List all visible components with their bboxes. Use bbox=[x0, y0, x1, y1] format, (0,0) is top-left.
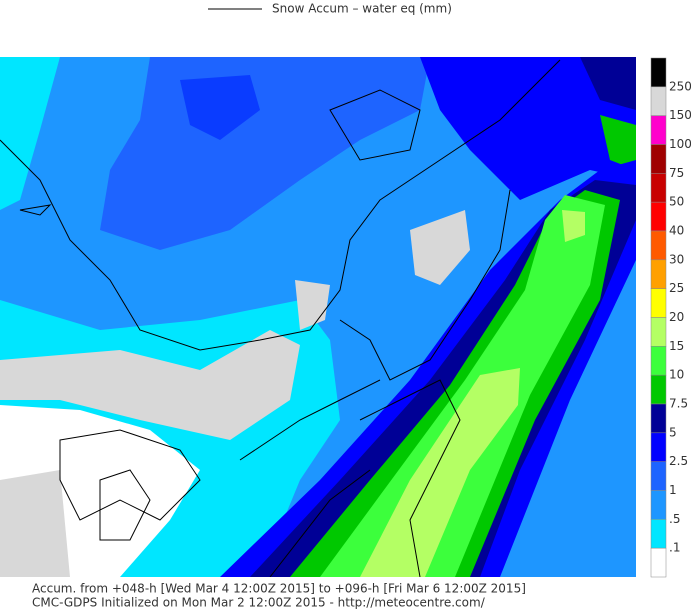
color-swatch bbox=[650, 115, 667, 145]
colorbar-label: 1 bbox=[669, 483, 677, 497]
colorbar-label: .1 bbox=[669, 541, 680, 555]
colorbar-label: 10 bbox=[669, 368, 684, 382]
colorbar-label: 2.5 bbox=[669, 454, 688, 468]
map bbox=[0, 57, 636, 577]
color-swatch bbox=[650, 86, 667, 116]
map-band bbox=[360, 368, 520, 577]
colorbar-label: 25 bbox=[669, 281, 684, 295]
map-band bbox=[320, 195, 605, 577]
map-region bbox=[0, 470, 70, 577]
color-swatch bbox=[650, 230, 667, 261]
color-swatch bbox=[650, 490, 667, 520]
color-swatch bbox=[650, 173, 667, 203]
colorbar-label: 7.5 bbox=[669, 397, 688, 411]
title: Snow Accum – water eq (mm) bbox=[272, 2, 452, 16]
color-swatch bbox=[650, 519, 667, 549]
color-swatch bbox=[650, 461, 667, 491]
colorbar: 250 150 100 75 50 40 30 25 20 15 10 7.5 5 2.5 1 .5 .1 bbox=[650, 57, 691, 578]
color-swatch bbox=[650, 547, 667, 578]
map-region bbox=[0, 330, 300, 440]
map-region bbox=[410, 210, 470, 285]
map-region bbox=[100, 57, 430, 250]
colorbar-label: 30 bbox=[669, 252, 684, 266]
color-swatch bbox=[650, 288, 667, 318]
map-region bbox=[420, 57, 636, 200]
colorbar-label: 150 bbox=[669, 108, 691, 122]
map-band bbox=[562, 210, 585, 242]
map-region bbox=[580, 57, 636, 110]
color-swatch bbox=[650, 259, 667, 289]
colorbar-label: 15 bbox=[669, 339, 684, 353]
colorbar-label: 250 bbox=[669, 79, 691, 93]
color-swatch bbox=[650, 201, 667, 232]
colorbar-label: .5 bbox=[669, 512, 680, 526]
color-swatch bbox=[650, 57, 667, 88]
color-swatch bbox=[650, 403, 667, 434]
map-region bbox=[295, 280, 330, 330]
footer-line: CMC-GDPS Initialized on Mon Mar 2 12:00Z… bbox=[32, 596, 486, 610]
colorbar-label: 75 bbox=[669, 166, 684, 180]
colorbar-label: 40 bbox=[669, 224, 684, 238]
map-region bbox=[600, 115, 636, 170]
color-swatch bbox=[650, 317, 667, 347]
color-swatch bbox=[650, 432, 667, 462]
coastlines bbox=[0, 59, 561, 577]
color-swatch bbox=[650, 374, 667, 405]
colorbar-label: 5 bbox=[669, 425, 677, 439]
colorbar-label: 50 bbox=[669, 195, 684, 209]
colorbar-label: 100 bbox=[669, 137, 691, 151]
map-region bbox=[180, 75, 260, 140]
map-region bbox=[0, 57, 60, 210]
color-swatch bbox=[650, 346, 667, 376]
colorbar-label: 20 bbox=[669, 310, 684, 324]
color-swatch bbox=[650, 144, 667, 174]
footer-line: Accum. from +048-h [Wed Mar 4 12:00Z 201… bbox=[32, 582, 526, 596]
